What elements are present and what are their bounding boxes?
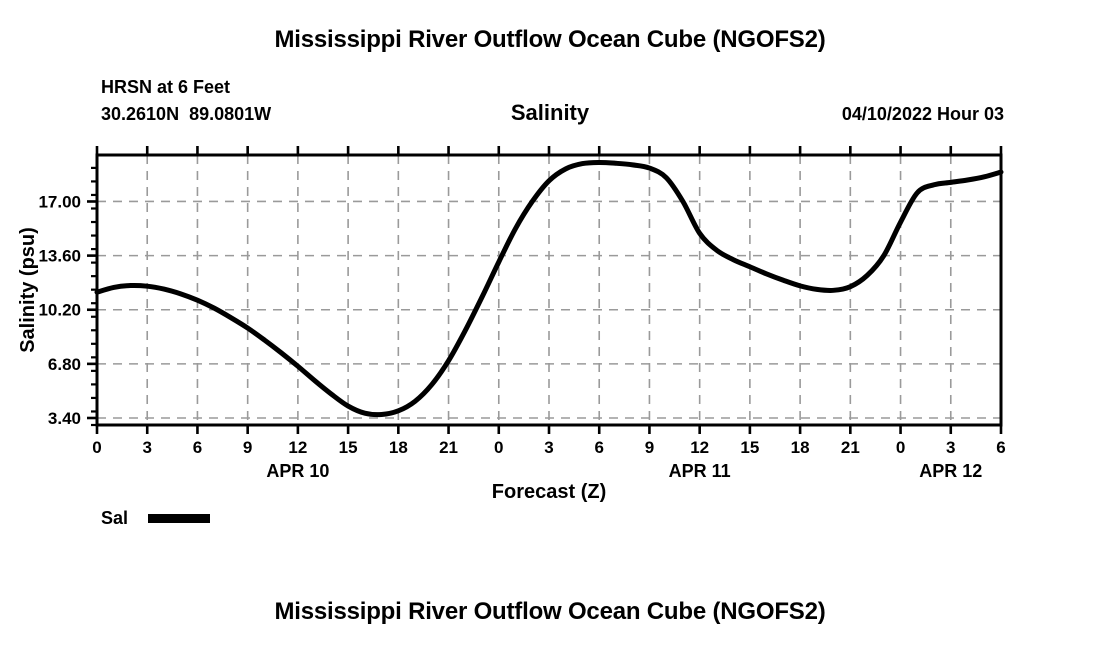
gridlines <box>97 155 1001 425</box>
x-tick-label: 6 <box>996 438 1005 457</box>
x-axis-tick-labels: 0 3 6 9 12 15 18 21 0 3 6 9 12 15 18 21 0 3 6 <box>92 438 1005 457</box>
x-tick-label: 3 <box>544 438 553 457</box>
day-label: APR 12 <box>919 461 982 481</box>
y-tick-label: 6.80 <box>48 355 81 374</box>
y-tick-label: 13.60 <box>38 247 81 266</box>
x-axis-title: Forecast (Z) <box>492 481 606 503</box>
salinity-series-line <box>94 159 1004 418</box>
chart-legend: Sal <box>101 508 211 529</box>
station-name: HRSN at 6 Feet <box>101 77 231 97</box>
model-run-timestamp: 04/10/2022 Hour 03 <box>841 104 1004 124</box>
day-labels: APR 10 APR 11 APR 12 <box>266 461 982 481</box>
day-label: APR 11 <box>669 461 731 481</box>
legend-label-sal: Sal <box>101 508 129 528</box>
legend-swatch-sal <box>148 514 211 523</box>
y-tick-label: 17.00 <box>38 192 81 211</box>
x-tick-label: 3 <box>142 438 151 457</box>
x-tick-label: 6 <box>193 438 202 457</box>
y-tick-label: 3.40 <box>48 409 81 428</box>
x-tick-label: 18 <box>791 438 810 457</box>
y-axis-tick-labels: 3.40 6.80 10.20 13.60 17.00 <box>38 192 81 428</box>
x-tick-label: 0 <box>92 438 101 457</box>
day-label: APR 10 <box>266 461 329 481</box>
x-tick-label: 15 <box>339 438 358 457</box>
x-tick-label: 18 <box>389 438 408 457</box>
y-axis-title: Salinity (psu) <box>17 227 39 353</box>
x-tick-label: 9 <box>243 438 252 457</box>
x-tick-label: 9 <box>645 438 654 457</box>
x-tick-label: 0 <box>494 438 503 457</box>
x-tick-label: 21 <box>841 438 860 457</box>
x-tick-label: 21 <box>439 438 458 457</box>
x-tick-label: 12 <box>288 438 307 457</box>
x-tick-label: 6 <box>594 438 603 457</box>
page-title-bottom: Mississippi River Outflow Ocean Cube (NG… <box>274 598 826 625</box>
x-tick-label: 12 <box>690 438 709 457</box>
chart-variable-title: Salinity <box>510 100 590 125</box>
page-title-top: Mississippi River Outflow Ocean Cube (NG… <box>274 26 826 53</box>
x-tick-label: 15 <box>740 438 759 457</box>
y-tick-label: 10.20 <box>38 301 81 320</box>
x-tick-label: 3 <box>946 438 955 457</box>
x-tick-label: 0 <box>896 438 905 457</box>
station-coordinates: 30.2610N 89.0801W <box>101 104 272 124</box>
